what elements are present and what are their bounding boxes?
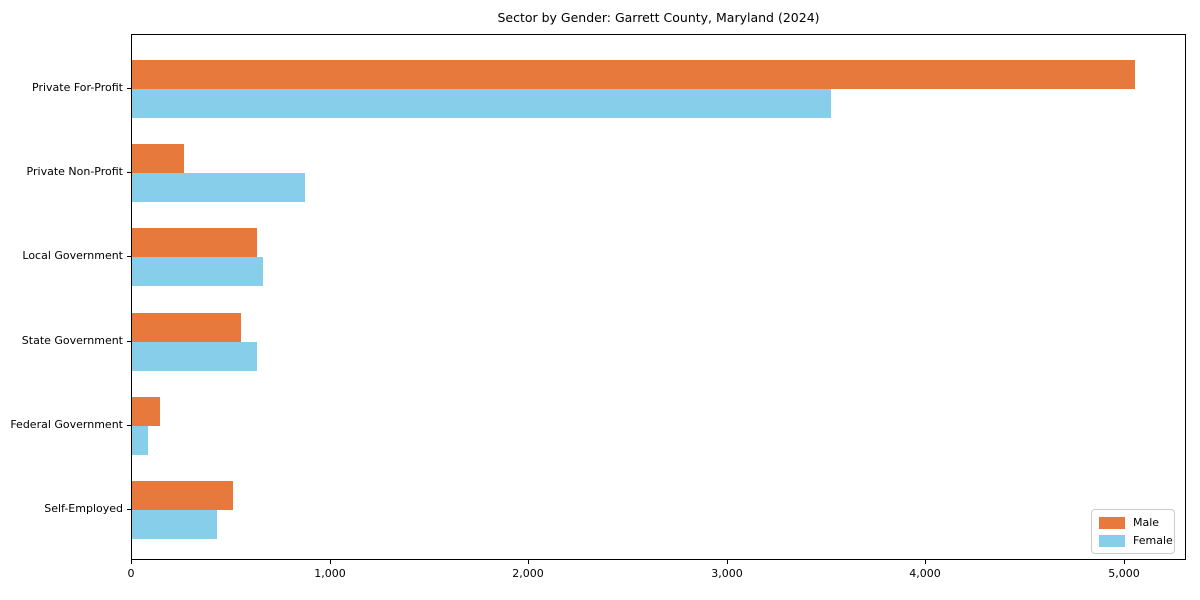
y-tick-mark-1 (127, 172, 131, 174)
y-tick-label-4: Federal Government (10, 417, 123, 431)
x-tick-mark-5 (1124, 560, 1125, 564)
x-tick-label-5: 5,000 (1108, 567, 1140, 580)
bar-female-3 (132, 341, 257, 371)
x-tick-mark-3 (727, 560, 728, 564)
female-color-swatch (1099, 534, 1125, 547)
legend-item-female: Female (1099, 534, 1173, 547)
x-tick-label-4: 4,000 (909, 567, 941, 580)
bar-female-0 (132, 89, 831, 118)
y-tick-mark-2 (127, 256, 131, 258)
bar-female-1 (132, 173, 305, 203)
y-tick-label-5: Self-Employed (44, 502, 123, 515)
bar-male-0 (132, 60, 1135, 89)
y-tick-mark-5 (127, 509, 131, 510)
x-tick-mark-1 (330, 560, 331, 564)
y-tick-label-1: Private Non-Profit (26, 165, 123, 179)
chart-title: Sector by Gender: Garrett County, Maryla… (497, 10, 820, 25)
male-color-swatch (1099, 516, 1125, 529)
bar-female-5 (132, 510, 217, 539)
y-tick-mark-4 (127, 424, 131, 426)
x-tick-label-3: 3,000 (711, 567, 743, 580)
y-tick-mark-0 (127, 88, 131, 89)
bar-male-2 (132, 228, 257, 258)
x-tick-mark-4 (925, 560, 926, 564)
bar-female-2 (132, 257, 263, 287)
legend-label-female: Female (1133, 534, 1173, 547)
x-tick-label-1: 1,000 (314, 567, 346, 580)
x-tick-label-2: 2,000 (512, 567, 544, 580)
y-tick-label-3: State Government (21, 333, 123, 347)
y-tick-label-0: Private For-Profit (32, 81, 123, 94)
x-tick-mark-0 (131, 560, 132, 564)
bar-male-4 (132, 396, 160, 426)
legend-item-male: Male (1099, 516, 1166, 529)
y-tick-label-2: Local Government (22, 249, 123, 263)
plot-area: Male Female (131, 34, 1186, 560)
x-tick-mark-2 (528, 560, 529, 564)
x-tick-label-0: 0 (127, 567, 135, 580)
bar-female-4 (132, 425, 148, 455)
bar-male-3 (132, 312, 241, 342)
legend-label-male: Male (1133, 516, 1160, 529)
bar-male-5 (132, 481, 233, 510)
legend: Male Female (1091, 509, 1175, 554)
y-tick-mark-3 (127, 340, 131, 342)
bar-male-1 (132, 144, 184, 174)
